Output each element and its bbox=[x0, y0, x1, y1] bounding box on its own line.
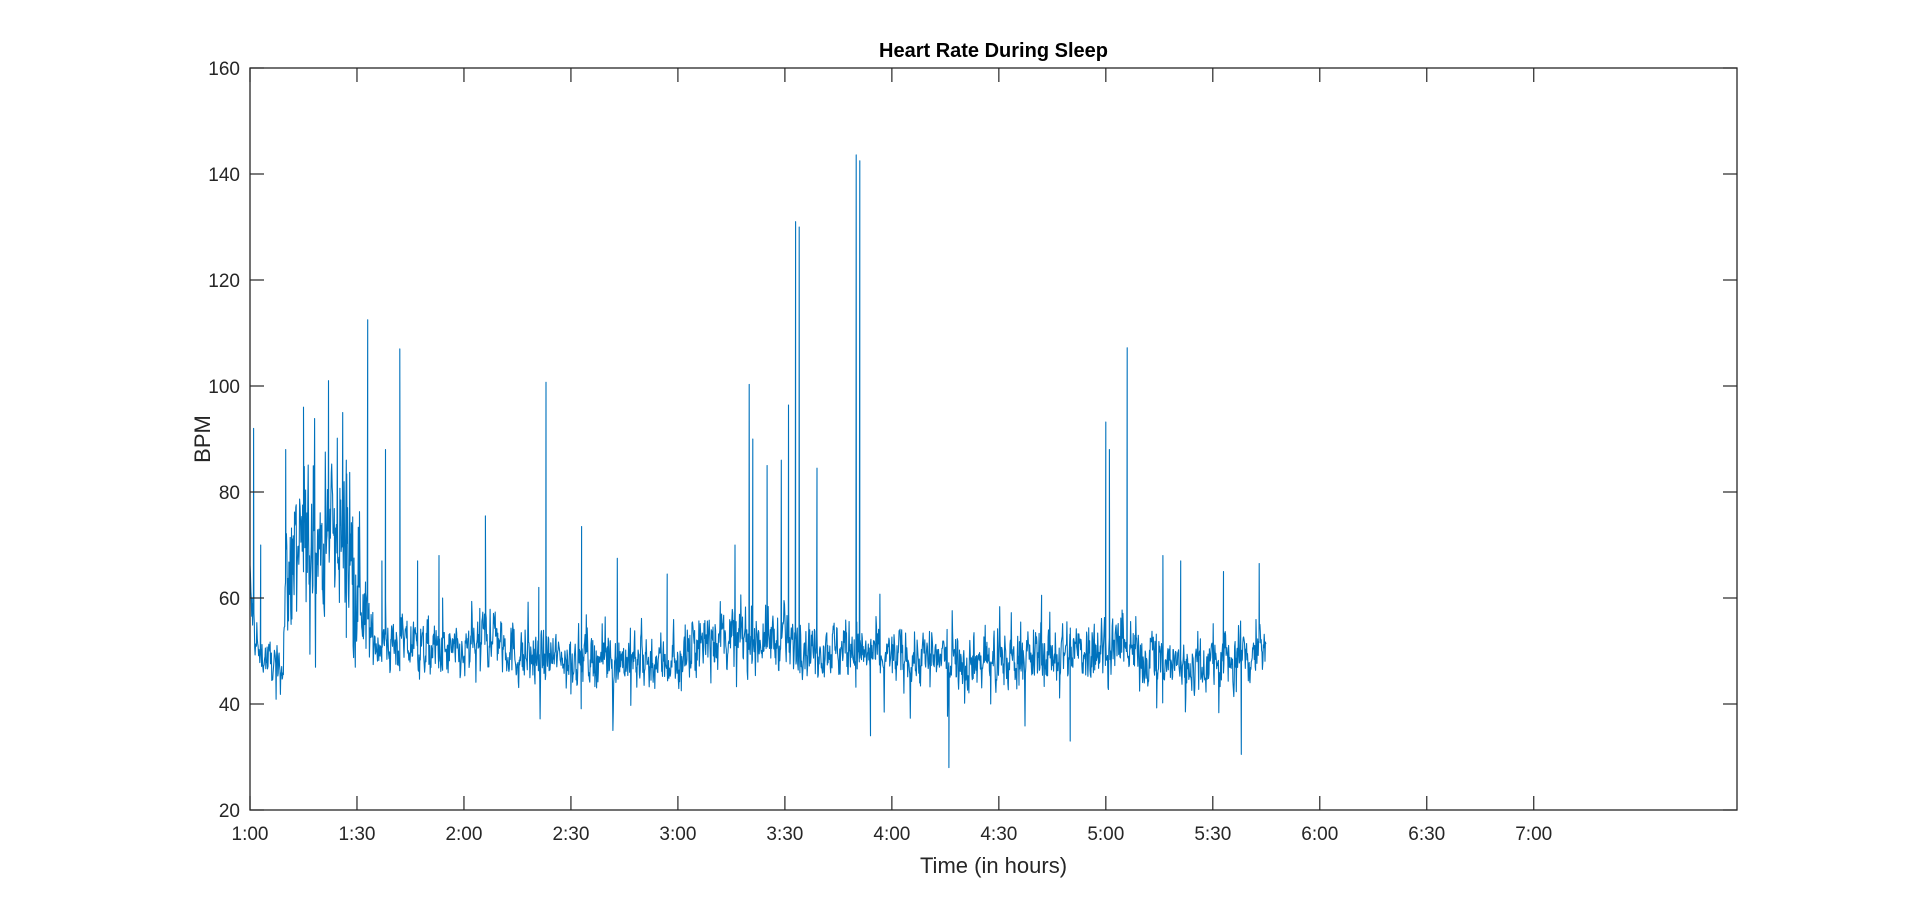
y-tick-label: 100 bbox=[208, 377, 240, 398]
x-tick-label: 3:00 bbox=[659, 824, 696, 845]
heart-rate-line bbox=[249, 154, 1267, 769]
chart-title: Heart Rate During Sleep bbox=[879, 40, 1108, 62]
x-tick-label: 5:00 bbox=[1087, 824, 1124, 845]
x-tick-label: 6:30 bbox=[1408, 824, 1445, 845]
y-tick-label: 120 bbox=[208, 271, 240, 292]
x-tick-label: 1:30 bbox=[338, 824, 375, 845]
y-tick-label: 80 bbox=[219, 483, 240, 504]
x-tick-label: 5:30 bbox=[1194, 824, 1231, 845]
axes: 20 40 60 80 100 120 140 160 1:00 1:30 2:00 2:30 3:00… bbox=[208, 59, 1738, 845]
y-tick-label: 40 bbox=[219, 695, 240, 716]
y-tick-label: 140 bbox=[208, 165, 240, 186]
axes-box bbox=[249, 67, 1738, 811]
x-tick-label: 7:00 bbox=[1515, 824, 1552, 845]
x-tick-label: 2:30 bbox=[552, 824, 589, 845]
y-tick-label: 20 bbox=[219, 801, 240, 822]
y-tick-label: 60 bbox=[219, 589, 240, 610]
y-tick-label: 160 bbox=[208, 59, 240, 80]
x-tick-label: 4:00 bbox=[873, 824, 910, 845]
x-tick-label: 4:30 bbox=[980, 824, 1017, 845]
heart-rate-polyline bbox=[249, 154, 1267, 769]
x-tick-label: 6:00 bbox=[1301, 824, 1338, 845]
x-tick-label: 1:00 bbox=[232, 824, 269, 845]
x-tick-label: 3:30 bbox=[766, 824, 803, 845]
x-axis-label: Time (in hours) bbox=[919, 853, 1068, 878]
x-tick-label: 2:00 bbox=[445, 824, 482, 845]
